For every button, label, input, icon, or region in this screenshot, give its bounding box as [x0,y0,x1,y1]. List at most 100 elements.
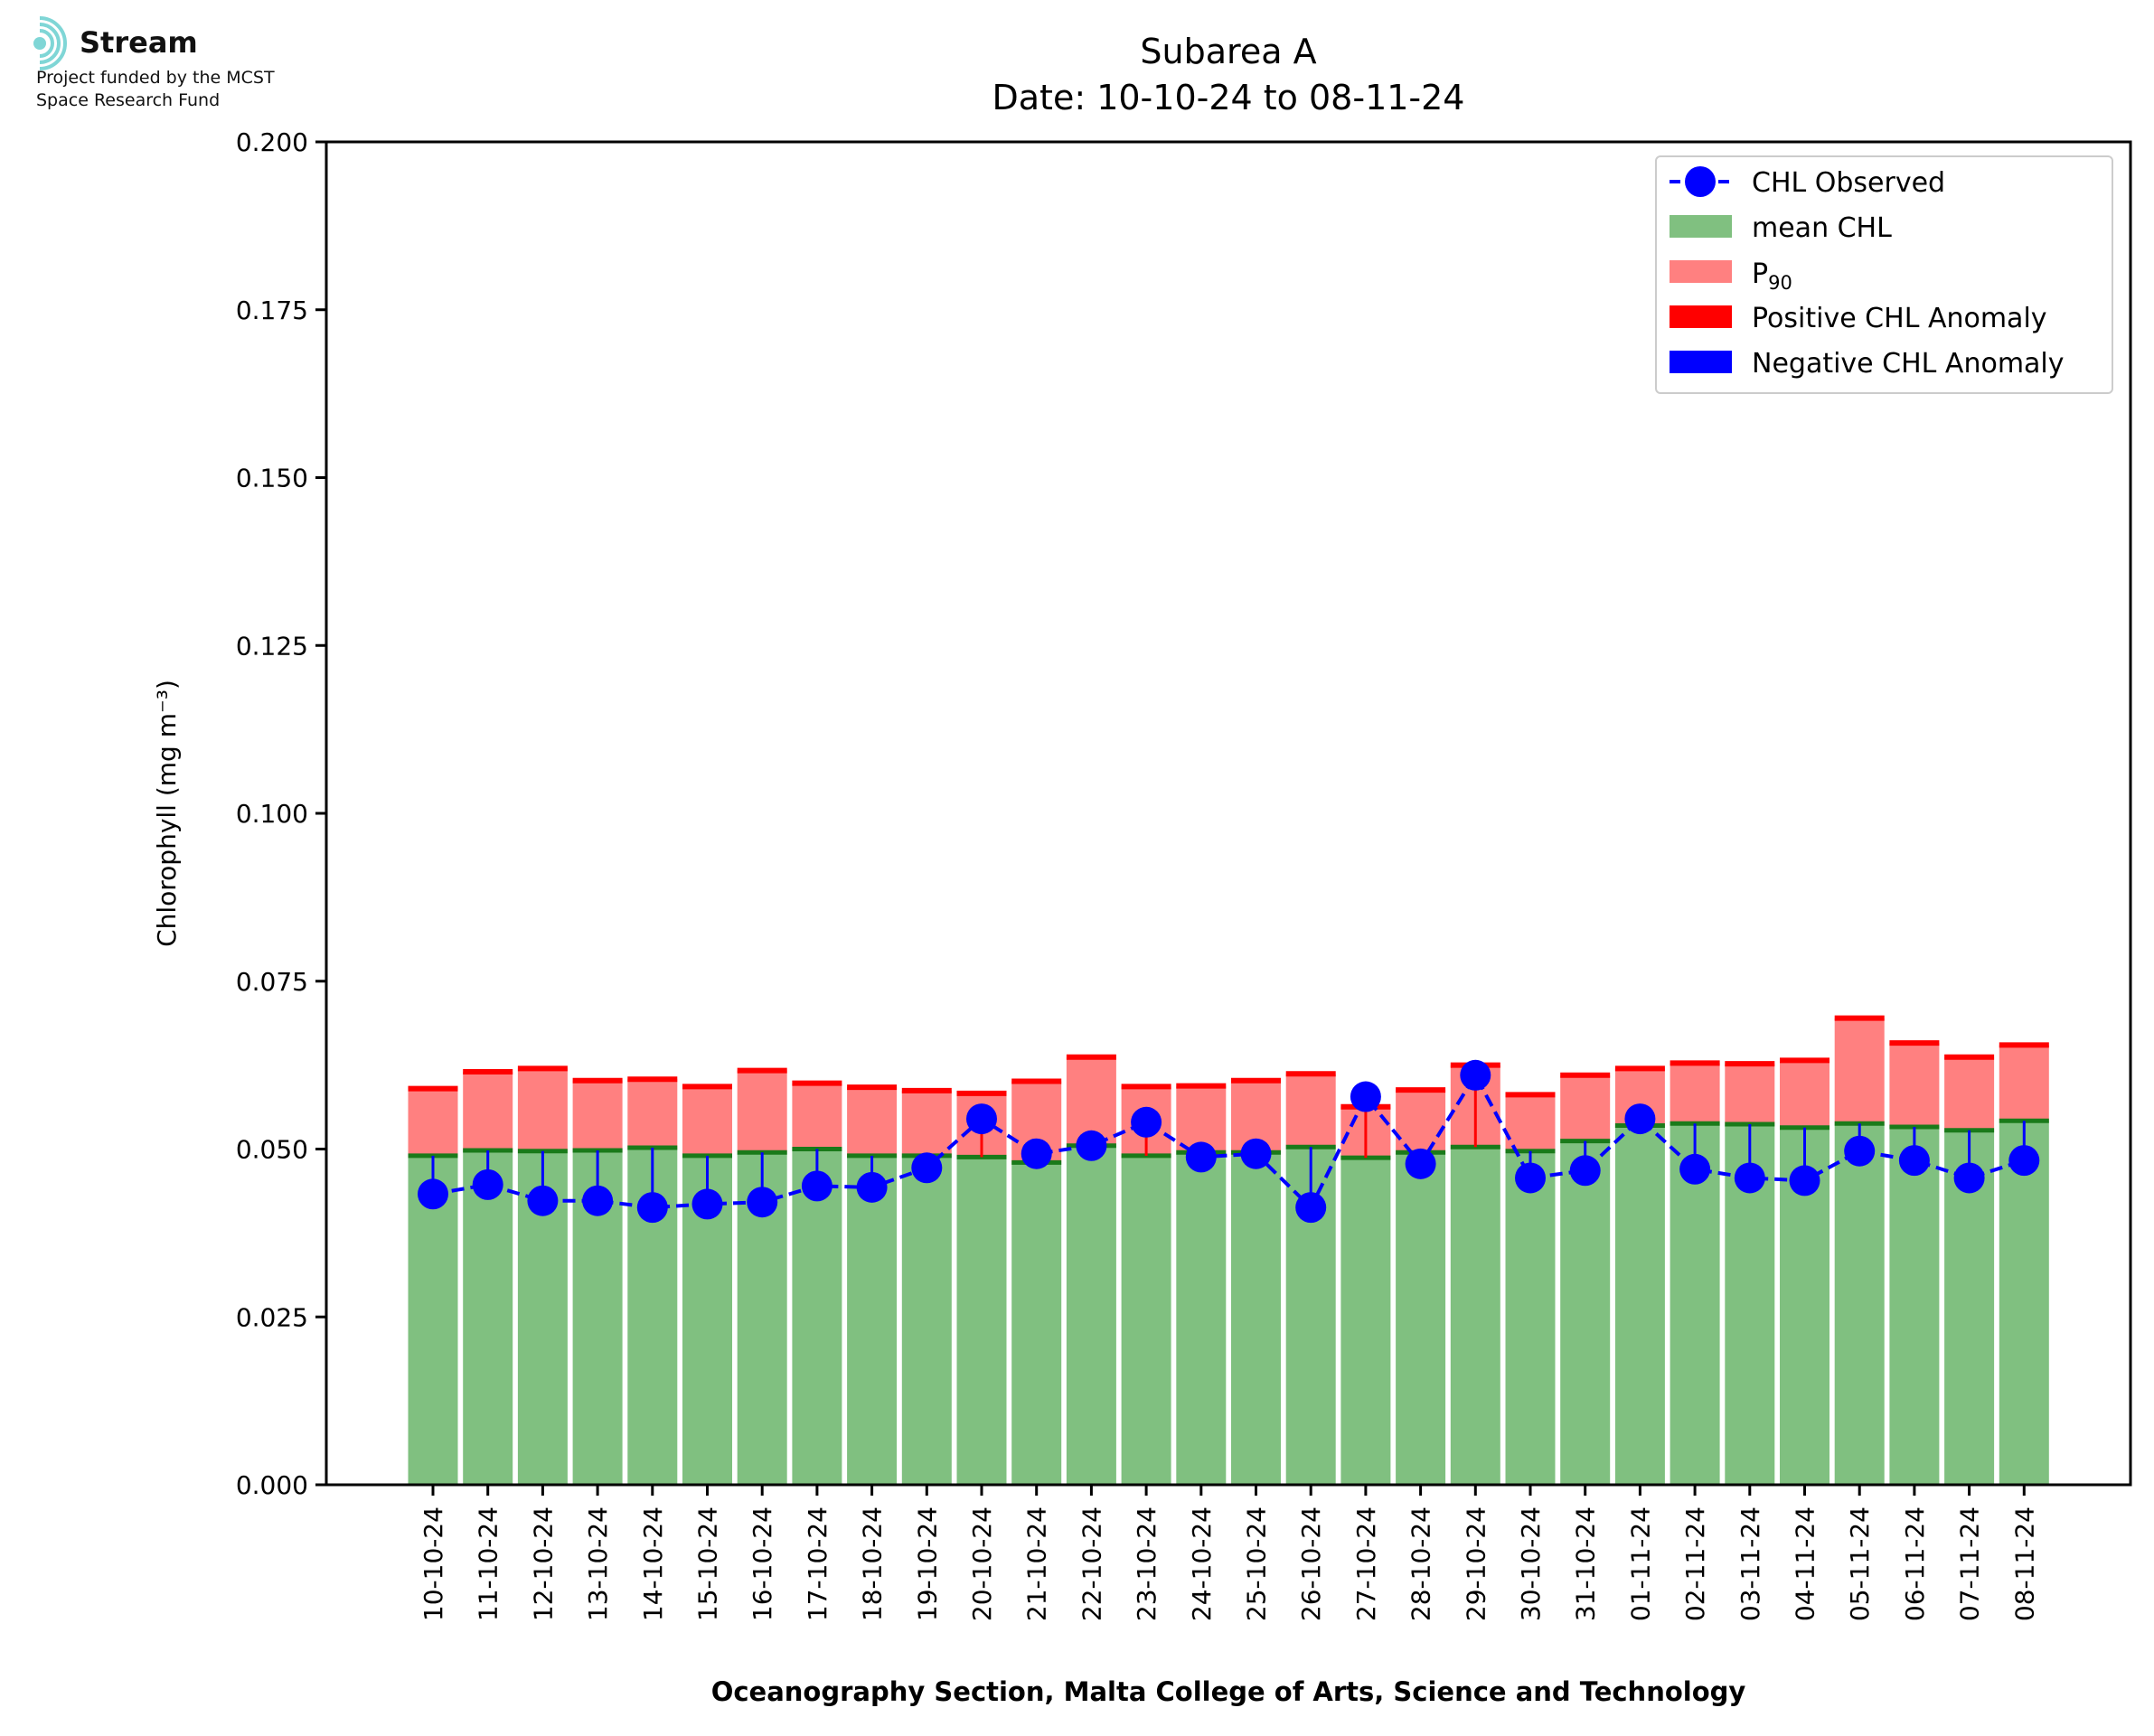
mean-chl-bar [956,1157,1007,1485]
observed-point [1679,1153,1711,1185]
bars-layer [408,1015,2049,1485]
mean-chl-bar [1340,1158,1391,1485]
x-tick-label: 14-10-24 [638,1506,668,1621]
mean-chl-bar [901,1155,952,1485]
mean-chl-bar [1560,1140,1611,1485]
x-tick-label: 15-10-24 [693,1506,723,1621]
observed-point [1350,1081,1381,1112]
mean-chl-bar [1505,1150,1556,1485]
x-tick-label: 03-11-24 [1735,1506,1765,1621]
p90-bar [1285,1074,1336,1148]
observed-point [1953,1162,1985,1194]
x-tick-label: 25-10-24 [1242,1506,1272,1621]
p90-bar [737,1070,787,1153]
y-axis-label: Chlorophyll (mg m⁻³) [152,680,182,947]
observed-point [747,1187,778,1218]
observed-point [582,1185,614,1216]
x-tick-label: 10-10-24 [419,1506,448,1621]
observed-series-layer [418,1059,2040,1224]
observed-point [1076,1130,1107,1161]
y-tick-label: 0.150 [236,464,308,493]
observed-point [1515,1162,1546,1194]
mean-chl-bar [1999,1121,2049,1485]
observed-point [1405,1148,1436,1179]
x-tick-label: 29-10-24 [1461,1506,1491,1621]
mean-chl-bar [1011,1162,1062,1485]
observed-point [1898,1145,1930,1177]
observed-point [691,1188,723,1220]
y-tick-label: 0.050 [236,1135,308,1165]
mean-chl-bar [1396,1152,1446,1485]
observed-point [1460,1059,1491,1091]
x-tick-label: 17-10-24 [803,1506,832,1621]
x-tick-label: 23-10-24 [1132,1506,1162,1621]
legend-mean-swatch [1670,215,1732,238]
p90-bar [1560,1074,1611,1141]
x-tick-label: 04-11-24 [1791,1506,1820,1621]
legend-negative-anomaly-swatch [1670,351,1732,373]
y-tick-label: 0.175 [236,296,308,325]
x-tick-label: 16-10-24 [748,1506,777,1621]
logo-funding-line-1: Project funded by the MCST [36,68,275,88]
mean-chl-bar [847,1155,898,1485]
x-axis-label: Oceanography Section, Malta College of A… [711,1676,1746,1707]
mean-chl-bar [1176,1152,1227,1485]
legend-positive-anomaly-label: Positive CHL Anomaly [1752,303,2047,334]
observed-point [966,1103,997,1135]
observed-point [636,1192,668,1224]
p90-bar [1889,1043,1940,1127]
observed-point [801,1170,832,1202]
observed-point [1624,1103,1656,1135]
p90-bar [408,1088,458,1156]
p90-bar [517,1068,568,1151]
p90-bar [682,1086,732,1156]
logo-wave-arc [39,29,54,58]
p90-bar [1780,1060,1829,1128]
x-tick-label: 19-10-24 [912,1506,942,1621]
y-tick-label: 0.100 [236,799,308,829]
x-tick-label: 26-10-24 [1296,1506,1326,1621]
legend-p90-subscript: 90 [1768,272,1792,294]
y-tick-label: 0.125 [236,631,308,661]
observed-point [1844,1135,1876,1167]
x-tick-label: 02-11-24 [1680,1506,1710,1621]
mean-chl-bar [792,1149,842,1485]
observed-point [1131,1106,1162,1138]
p90-bar [627,1079,678,1149]
p90-bar [1834,1018,1885,1124]
observed-point [1240,1138,1272,1169]
p90-bar [1670,1063,1720,1124]
observed-point [856,1171,888,1203]
logo-wave-dot [33,37,46,50]
x-tick-label: 20-10-24 [967,1506,997,1621]
p90-bar [847,1087,898,1156]
plot-frame [325,140,2132,1487]
mean-chl-bar [1066,1145,1116,1485]
p90-bar [1396,1090,1446,1153]
observed-point [911,1152,943,1184]
mean-chl-bar [1889,1126,1940,1485]
observed-point [527,1185,559,1216]
observed-point [1789,1165,1820,1196]
x-tick-label: 11-10-24 [474,1506,503,1621]
mean-chl-bar [1121,1155,1171,1485]
p90-bar [901,1090,952,1156]
chart-title: Subarea A [1140,32,1316,71]
x-tick-label: 13-10-24 [583,1506,613,1621]
legend-box [1655,155,2113,394]
x-tick-label: 31-10-24 [1571,1506,1601,1621]
x-tick-label: 30-10-24 [1516,1506,1546,1621]
x-axis: 10-10-24 11-10-24 12-10-24 13-10-24 14-10-24… [419,1485,2039,1621]
chart-subtitle: Date: 10-10-24 to 08-11-24 [992,78,1465,117]
observed-point [1295,1192,1327,1224]
legend-observed-swatch-marker [1685,166,1716,197]
observed-point [472,1168,503,1200]
x-tick-label: 05-11-24 [1845,1506,1875,1621]
x-tick-label: 07-11-24 [1955,1506,1985,1621]
stream-logo: Stream Project funded by the MCST Space … [33,16,275,110]
y-tick-label: 0.000 [236,1470,308,1500]
x-tick-label: 28-10-24 [1406,1506,1436,1621]
p90-bar [1505,1094,1556,1151]
x-tick-label: 08-11-24 [2009,1506,2039,1621]
